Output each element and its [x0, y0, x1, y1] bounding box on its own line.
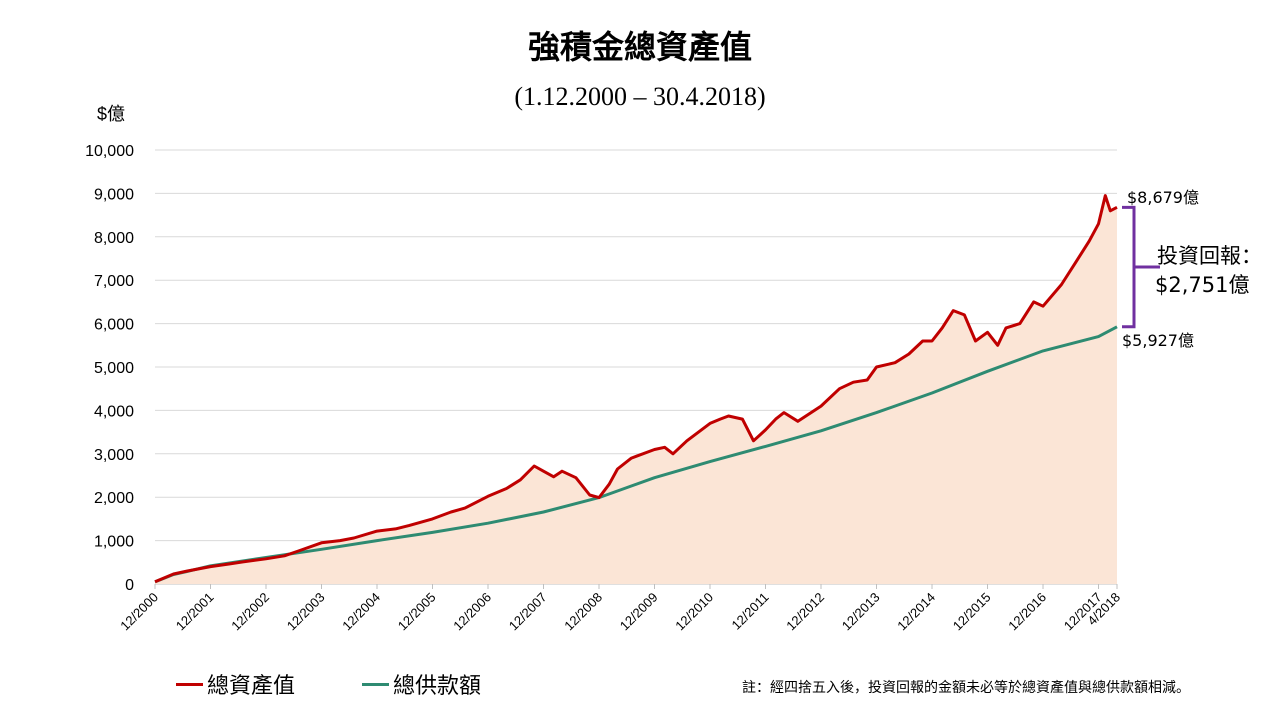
x-tick-label: 12/2005	[395, 590, 439, 634]
y-tick-label: 2,000	[94, 490, 134, 507]
x-tick-label: 12/2000	[117, 590, 161, 634]
y-tick-label: 9,000	[94, 186, 134, 203]
y-tick-label: 10,000	[85, 143, 134, 160]
total-value-line	[154, 194, 1118, 584]
y-tick-label: 6,000	[94, 317, 134, 334]
x-tick-label: 12/2003	[284, 590, 328, 634]
x-tick-label: 12/2012	[783, 590, 827, 634]
contribution-label: $5,927億	[1122, 331, 1194, 350]
total-value-area	[155, 195, 1117, 584]
legend-label-total: 總資產值	[207, 674, 296, 699]
y-tick-label: 5,000	[94, 360, 134, 377]
legend-item-total: 總資產值	[176, 668, 295, 700]
chart-subtitle: (1.12.2000 – 30.4.2018)	[514, 82, 766, 111]
legend-swatch-total	[176, 682, 203, 686]
x-tick-label: 12/2002	[228, 590, 272, 634]
x-tick-label: 12/2001	[173, 590, 217, 634]
legend-swatch-contrib	[362, 682, 389, 686]
chart-title: 強積金總資產值	[527, 28, 752, 66]
x-tick-label: 12/2013	[839, 590, 883, 634]
footnote: 註：經四捨五入後，投資回報的金額未必等於總資產值與總供款額相減。	[742, 680, 1190, 696]
y-axis-label: $億	[97, 104, 126, 124]
y-tick-label: 3,000	[94, 447, 134, 464]
x-tick-label: 12/2009	[617, 590, 661, 634]
y-tick-label: 7,000	[94, 273, 134, 290]
investment-return-value: $2,751億	[1155, 273, 1249, 297]
legend-label-contrib: 總供款額	[393, 674, 482, 699]
total-value-label: $8,679億	[1127, 188, 1199, 207]
x-tick-label: 12/2015	[950, 590, 994, 634]
y-tick-label: 0	[125, 577, 134, 594]
x-tick-label: 12/2014	[894, 590, 938, 634]
x-tick-label: 12/2016	[1005, 590, 1049, 634]
y-tick-label: 8,000	[94, 230, 134, 247]
x-tick-label: 12/2010	[672, 590, 716, 634]
investment-return-label: 投資回報：	[1157, 244, 1262, 268]
x-tick-label: 12/2006	[450, 590, 494, 634]
x-tick-label: 12/2004	[339, 590, 383, 634]
return-bracket	[1122, 205, 1160, 329]
x-tick-label: 12/2011	[728, 590, 771, 633]
y-tick-label: 4,000	[94, 403, 134, 420]
x-tick-label: 12/2007	[506, 590, 550, 634]
legend-item-contrib: 總供款額	[362, 668, 481, 700]
y-tick-label: 1,000	[94, 534, 134, 551]
x-tick-label: 12/2008	[561, 590, 605, 634]
